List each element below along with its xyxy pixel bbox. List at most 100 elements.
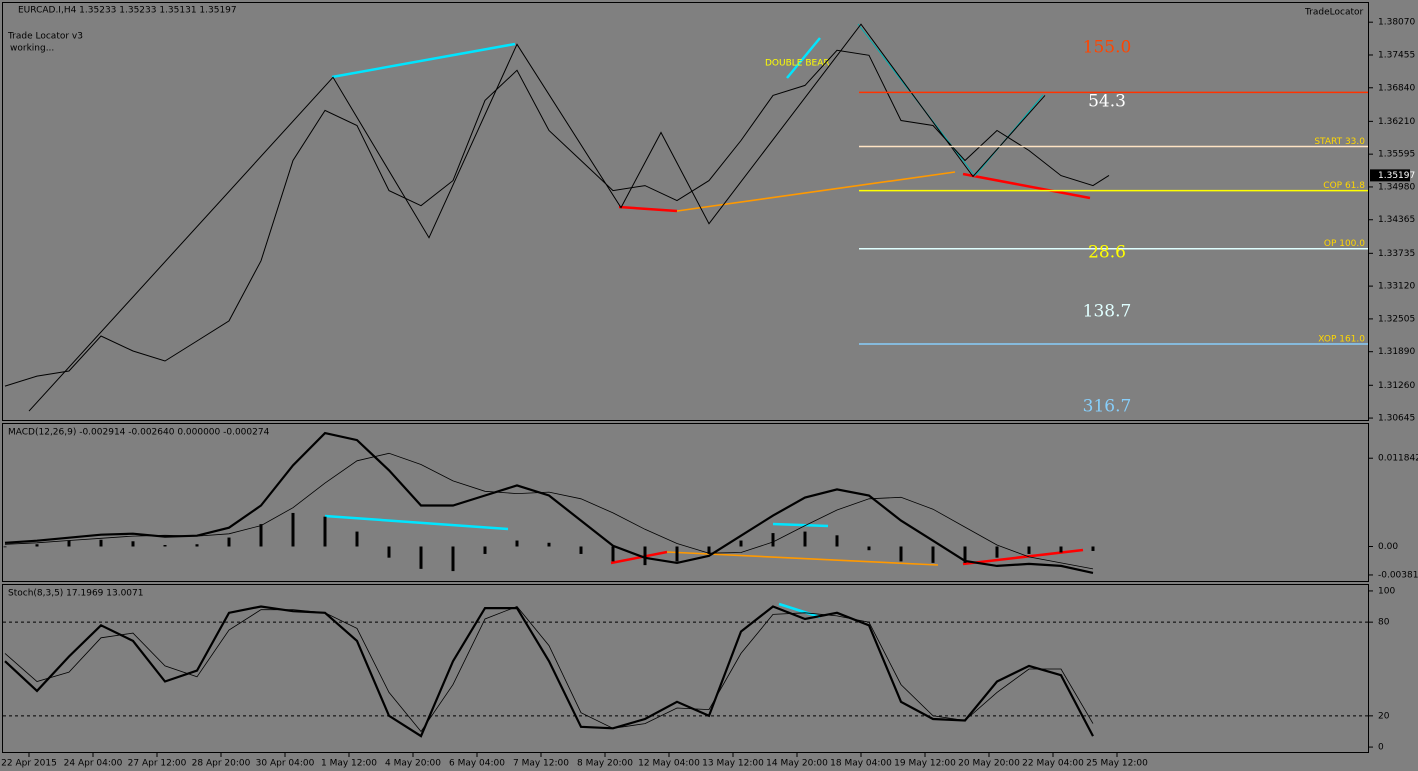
histogram-bar (611, 546, 615, 562)
histogram-bar (323, 516, 327, 547)
histogram-bar (739, 540, 743, 547)
histogram-bar (579, 546, 583, 554)
fib-ratio: 155.0 (1083, 38, 1132, 58)
histogram-bar (931, 546, 935, 563)
histogram-bar (67, 540, 71, 547)
y-tick-label: 1.38070 (1378, 18, 1415, 28)
x-tick-label: 12 May 04:00 (638, 759, 700, 769)
x-tick-label: 20 May 20:00 (958, 759, 1020, 769)
indicator-status: working... (10, 44, 54, 54)
histogram-bar (995, 546, 999, 558)
y-tick-label: 1.31890 (1378, 347, 1415, 357)
trendline (778, 602, 821, 619)
x-tick-label: 19 May 12:00 (894, 759, 956, 769)
price-pane (2, 2, 1369, 421)
last-price-label: 1.35197 (1378, 171, 1415, 181)
fib-label: XOP 161.0 (1318, 334, 1365, 344)
symbol-header: EURCAD.I,H4 1.35233 1.35233 1.35131 1.35… (18, 6, 237, 16)
trendline (324, 514, 509, 531)
x-tick-label: 27 Apr 12:00 (128, 759, 187, 769)
series-line (4, 49, 1110, 387)
x-tick-label: 24 Apr 04:00 (64, 759, 123, 769)
fib-label: COP 61.8 (1323, 181, 1365, 191)
x-tick-label: 8 May 20:00 (577, 759, 633, 769)
trendline (618, 205, 678, 213)
trendline (786, 37, 821, 79)
series-line (4, 605, 1094, 738)
histogram-bar (643, 546, 647, 566)
histogram-bar (771, 533, 775, 547)
last-price-box (1370, 169, 1410, 182)
y-tick-label: 0.011842 (1378, 454, 1418, 464)
brand: TradeLocator (1304, 8, 1364, 18)
y-tick-label: 80 (1378, 618, 1390, 628)
histogram-bar (1059, 546, 1063, 553)
stoch-header: Stoch(8,3,5) 17.1969 13.0071 (8, 589, 143, 599)
histogram-bar (131, 541, 135, 547)
macd-pane (2, 423, 1369, 582)
series-line (4, 452, 1094, 570)
x-tick-label: 1 May 12:00 (321, 759, 377, 769)
series-line (4, 606, 1094, 733)
y-tick-label: 1.35595 (1378, 150, 1415, 160)
x-tick-label: 22 May 04:00 (1022, 759, 1084, 769)
histogram-bar (483, 546, 487, 554)
histogram-bar (675, 546, 679, 562)
x-tick-label: 22 Apr 2015 (1, 759, 57, 769)
y-tick-label: 1.34365 (1378, 215, 1415, 225)
fib-label: OP 100.0 (1324, 239, 1365, 249)
y-tick-label: 100 (1378, 586, 1395, 596)
y-tick-label: 0.00 (1378, 542, 1398, 552)
histogram-bar (163, 545, 167, 547)
x-tick-label: 28 Apr 20:00 (192, 759, 251, 769)
histogram-bar (707, 546, 711, 554)
y-tick-label: 1.36210 (1378, 117, 1415, 127)
x-tick-label: 13 May 12:00 (702, 759, 764, 769)
y-tick-label: 1.30645 (1378, 414, 1415, 424)
histogram-bar (547, 542, 551, 547)
pattern-label: DOUBLE BEAR (765, 59, 830, 69)
x-tick-label: 25 May 12:00 (1086, 759, 1148, 769)
x-tick-label: 14 May 20:00 (766, 759, 828, 769)
histogram-bar (1091, 546, 1095, 551)
fib-ratio: 54.3 (1088, 92, 1126, 112)
trendline (610, 550, 668, 565)
fib-label: START 33.0 (1314, 137, 1365, 147)
histogram-bar (227, 537, 231, 547)
x-tick-label: 30 Apr 04:00 (256, 759, 315, 769)
x-tick-label: 18 May 04:00 (830, 759, 892, 769)
histogram-bar (867, 546, 871, 551)
x-tick-label: 4 May 20:00 (385, 759, 441, 769)
histogram-bar (195, 544, 199, 547)
y-tick-label: 1.31260 (1378, 381, 1415, 391)
macd-header: MACD(12,26,9) -0.002914 -0.002640 0.0000… (8, 428, 270, 438)
x-tick-label: 7 May 12:00 (513, 759, 569, 769)
y-tick-label: 1.37455 (1378, 50, 1415, 60)
histogram-bar (3, 546, 7, 548)
y-tick-label: 1.36840 (1378, 83, 1415, 93)
histogram-bar (1027, 546, 1031, 554)
trendline (331, 42, 516, 79)
y-tick-label: 1.34980 (1378, 182, 1415, 192)
zigzag (28, 23, 1046, 412)
pattern-line (857, 23, 1044, 177)
histogram-bar (835, 535, 839, 547)
pane-frames (2, 2, 1369, 753)
histogram-bar (387, 546, 391, 558)
fib-ratio: 316.7 (1083, 397, 1132, 417)
stoch-pane (2, 584, 1369, 753)
histogram-bar (419, 546, 423, 569)
y-tick-label: 1.33735 (1378, 249, 1415, 259)
histogram-bar (291, 512, 295, 547)
y-tick-label: 20 (1378, 711, 1390, 721)
histogram-bar (99, 539, 103, 547)
histogram-bar (451, 546, 455, 572)
x-tick-label: 6 May 04:00 (449, 759, 505, 769)
trendline (772, 522, 829, 528)
histogram-bar (963, 546, 967, 563)
y-tick-label: 1.33120 (1378, 282, 1415, 292)
histogram-bar (35, 544, 39, 547)
histogram-bar (803, 531, 807, 547)
